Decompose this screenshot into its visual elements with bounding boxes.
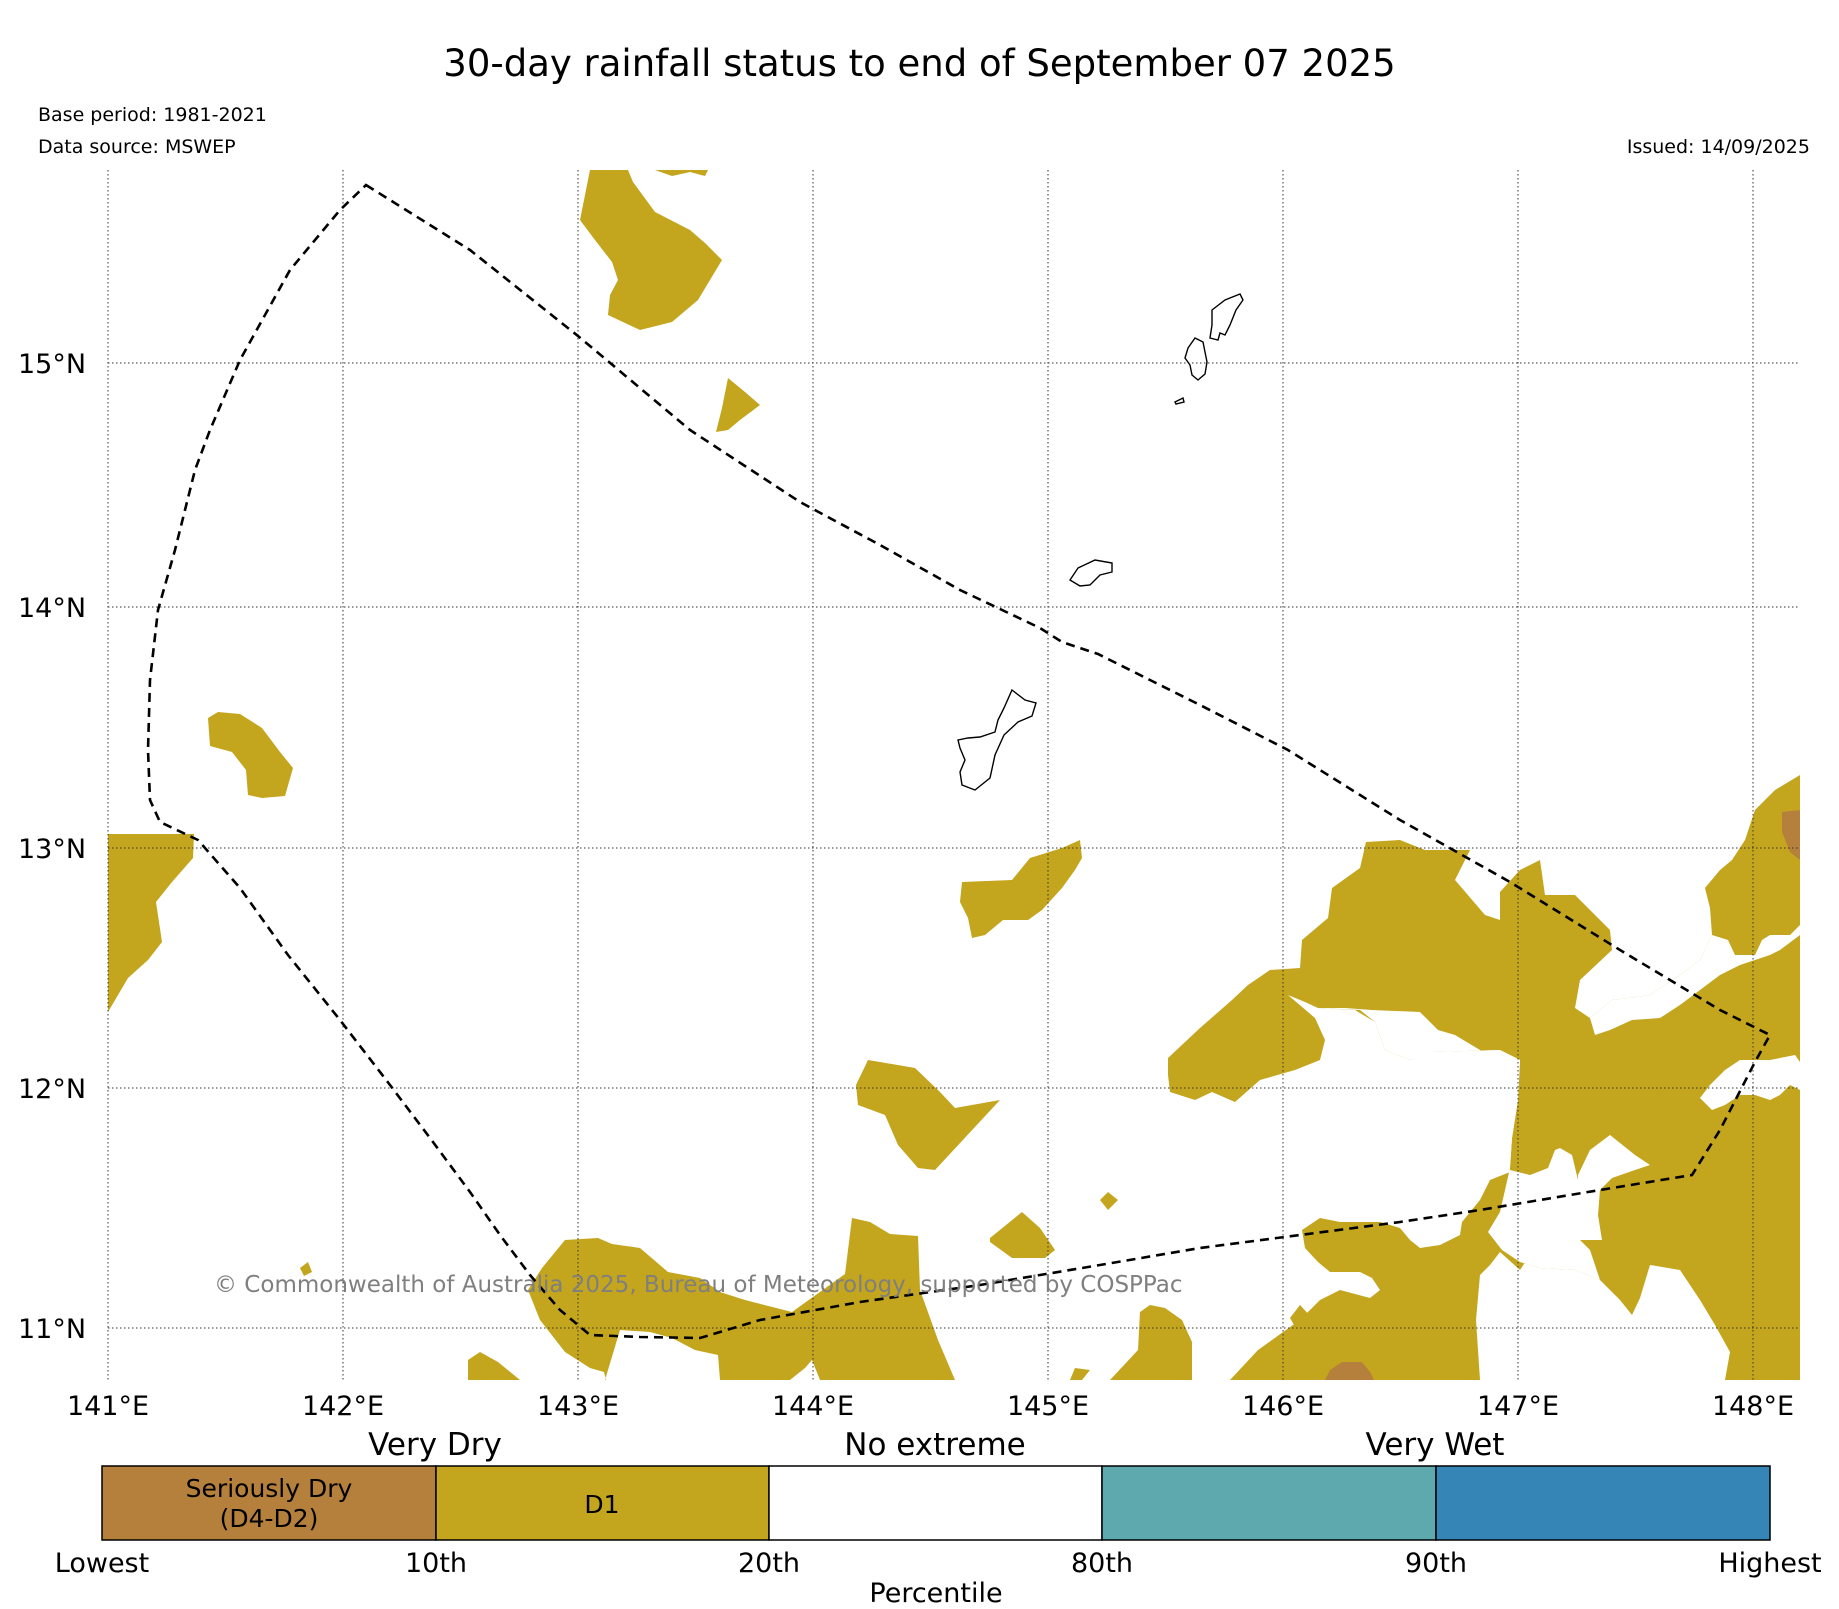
saipan-island bbox=[1209, 293, 1244, 341]
tinian-island bbox=[1184, 337, 1208, 381]
d1-region-east-upper bbox=[1588, 1048, 1800, 1255]
percentile-tick-lowest: Lowest bbox=[55, 1548, 149, 1579]
aguijan-island bbox=[1174, 396, 1185, 405]
percentile-tick-20th: 20th bbox=[738, 1548, 800, 1579]
d1-region-southwest bbox=[528, 1218, 955, 1380]
d1-region-south-tip bbox=[468, 1352, 520, 1380]
issued-date-text: Issued: 14/09/2025 bbox=[1626, 136, 1810, 158]
seriously-dry-region-south bbox=[1325, 1362, 1374, 1380]
data-source-text: Data source: MSWEP bbox=[38, 136, 236, 158]
lon-label-142: 142°E bbox=[302, 1391, 384, 1422]
guam-island bbox=[957, 688, 1037, 791]
seriously-dry-region-east bbox=[1782, 810, 1800, 860]
percentile-tick-10th: 10th bbox=[405, 1548, 467, 1579]
percentile-tick-90th: 90th bbox=[1405, 1548, 1467, 1579]
d1-region-small-diamond bbox=[990, 1212, 1055, 1258]
d1-region-north bbox=[580, 170, 722, 330]
d1-regions bbox=[108, 170, 1800, 1380]
no-extreme-holes bbox=[1318, 925, 1800, 1280]
d1-region-tiny-south bbox=[1100, 1192, 1118, 1210]
legend: Very Dry No extreme Very Wet Seriously D… bbox=[55, 1427, 1822, 1609]
d1-region-mid-south bbox=[856, 1060, 1000, 1170]
coastlines bbox=[957, 293, 1244, 791]
rota-island bbox=[1069, 559, 1113, 587]
d1-region-south-mid bbox=[1110, 1305, 1192, 1380]
legend-box-label-seriously-dry-2: (D4-D2) bbox=[220, 1504, 319, 1533]
lon-label-147: 147°E bbox=[1477, 1391, 1559, 1422]
d1-region-south-small bbox=[1070, 1368, 1090, 1380]
legend-category-very-wet: Very Wet bbox=[1366, 1427, 1505, 1463]
percentile-axis-label: Percentile bbox=[869, 1578, 1002, 1609]
d1-region-east-main bbox=[1168, 775, 1800, 1380]
no-extreme-hole-east-3 bbox=[1578, 1135, 1650, 1240]
legend-box-very-wet-90-highest bbox=[1435, 1465, 1771, 1541]
d1-region-mid-blob bbox=[960, 840, 1082, 938]
d1-region-small-north bbox=[716, 378, 760, 432]
seriously-dry-regions bbox=[1325, 810, 1800, 1380]
d1-region-west-blob bbox=[208, 712, 293, 798]
legend-box-label-seriously-dry-1: Seriously Dry bbox=[186, 1474, 353, 1503]
legend-box-very-wet-80-90 bbox=[1101, 1465, 1437, 1541]
d1-region-west-edge bbox=[108, 834, 194, 1012]
legend-box-seriously-dry bbox=[101, 1465, 437, 1541]
lon-label-141: 141°E bbox=[67, 1391, 149, 1422]
d1-region-north-strip bbox=[655, 170, 708, 176]
lat-label-14: 14°N bbox=[18, 593, 86, 624]
legend-box-no-extreme bbox=[768, 1465, 1103, 1541]
legend-category-no-extreme: No extreme bbox=[844, 1427, 1025, 1463]
lat-label-13: 13°N bbox=[18, 834, 86, 865]
lat-label-12: 12°N bbox=[18, 1074, 86, 1105]
map-title: 30-day rainfall status to end of Septemb… bbox=[443, 42, 1396, 85]
lon-label-145: 145°E bbox=[1007, 1391, 1089, 1422]
lat-label-15: 15°N bbox=[18, 349, 86, 380]
lat-label-11: 11°N bbox=[18, 1314, 86, 1345]
percentile-tick-highest: Highest bbox=[1718, 1548, 1821, 1579]
longitude-labels: 141°E 142°E 143°E 144°E 145°E 146°E 147°… bbox=[67, 1391, 1794, 1422]
d1-region-tiny-west bbox=[300, 1262, 312, 1276]
lon-label-148: 148°E bbox=[1712, 1391, 1794, 1422]
legend-box-label-d1: D1 bbox=[584, 1490, 619, 1519]
lon-label-143: 143°E bbox=[537, 1391, 619, 1422]
lon-label-146: 146°E bbox=[1242, 1391, 1324, 1422]
base-period-text: Base period: 1981-2021 bbox=[38, 104, 267, 126]
percentile-tick-80th: 80th bbox=[1071, 1548, 1133, 1579]
copyright-text: © Commonwealth of Australia 2025, Bureau… bbox=[214, 1272, 1183, 1298]
d1-region-east-lower bbox=[1230, 1172, 1528, 1380]
legend-box-d1 bbox=[435, 1465, 770, 1541]
legend-category-very-dry: Very Dry bbox=[368, 1427, 502, 1463]
lon-label-144: 144°E bbox=[772, 1391, 854, 1422]
graticule bbox=[107, 170, 1800, 1380]
no-extreme-hole-east-4 bbox=[1700, 1055, 1800, 1110]
no-extreme-hole-east-1 bbox=[1318, 1008, 1600, 1280]
no-extreme-hole-east-2 bbox=[1590, 925, 1800, 1035]
eez-boundary bbox=[146, 183, 1772, 1340]
latitude-labels: 15°N 14°N 13°N 12°N 11°N bbox=[18, 349, 86, 1345]
